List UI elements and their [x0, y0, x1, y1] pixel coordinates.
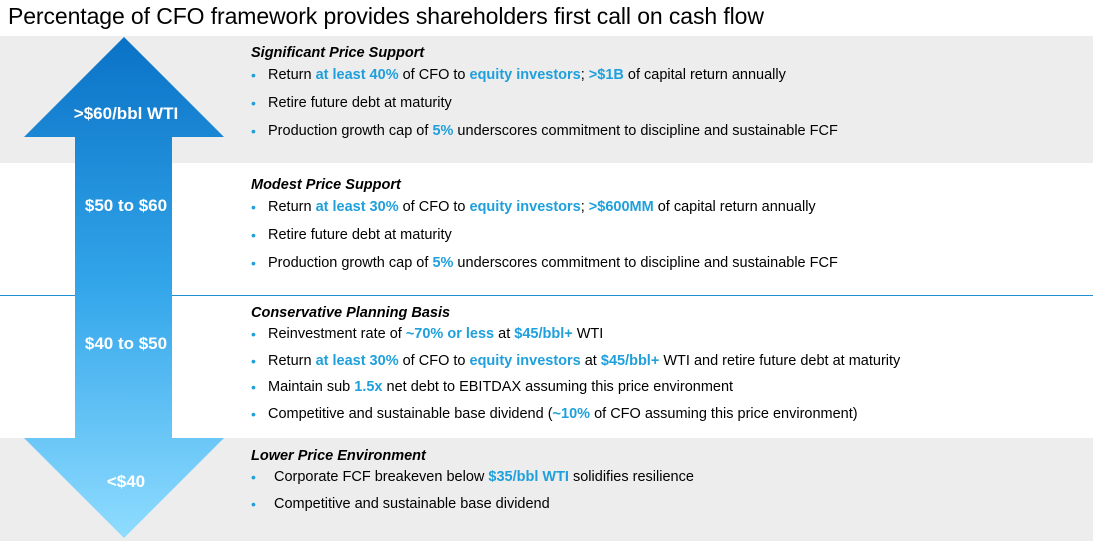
- bullet-text: Competitive and sustainable base dividen…: [268, 405, 553, 422]
- bullet-item: • Reinvestment rate of ~70% or less at $4…: [251, 321, 900, 348]
- page-title: Percentage of CFO framework provides sha…: [8, 3, 764, 29]
- bullet-item: • Competitive and sustainable base divide…: [251, 401, 900, 428]
- tier-band-conservative: [0, 296, 1093, 438]
- highlight-text: >$600MM: [588, 199, 654, 215]
- bullet-item: • Maintain sub 1.5x net debt to EBITDAX a…: [251, 374, 900, 401]
- bullet-item: • Return at least 30% of CFO to equity in…: [251, 348, 900, 375]
- bullet-text: WTI and retire future debt at maturity: [659, 352, 901, 369]
- bullet-item: • Competitive and sustainable base divide…: [251, 491, 694, 518]
- bullet-text: net debt to EBITDAX assuming this price …: [382, 379, 734, 395]
- bullet-text: Reinvestment rate of: [268, 326, 406, 342]
- highlight-text: ~70% or less: [405, 326, 495, 342]
- bullet-dot-icon: •: [251, 123, 256, 139]
- bullet-text: Return: [268, 67, 316, 83]
- highlight-text: >$1B: [588, 67, 624, 83]
- bullet-text: solidifies resilience: [568, 469, 694, 485]
- highlight-text: $45/bbl+: [514, 326, 573, 342]
- bullet-dot-icon: •: [251, 95, 256, 111]
- bullet-text: of capital return annually: [623, 67, 786, 83]
- tier-section-lower: Lower Price Environment • Corporate FCF b…: [251, 448, 694, 518]
- highlight-text: $35/bbl WTI: [488, 469, 569, 485]
- bullet-dot-icon: •: [251, 67, 256, 83]
- tier-section-significant: Significant Price Support • Return at lea…: [251, 45, 838, 145]
- bullet-dot-icon: •: [251, 199, 256, 215]
- bullet-list: • Return at least 30% of CFO to equity in…: [251, 193, 838, 277]
- tier-price-label: $40 to $50: [84, 334, 168, 353]
- tier-section-conservative: Conservative Planning Basis • Reinvestmen…: [251, 305, 900, 427]
- bullet-text: of CFO assuming this price environment): [590, 405, 858, 422]
- bullet-text: Retire future debt at maturity: [268, 95, 452, 111]
- bullet-text: Production growth cap of: [268, 123, 433, 139]
- bullet-item: • Production growth cap of 5% underscores…: [251, 249, 838, 277]
- bullet-text: Competitive and sustainable base dividen…: [274, 496, 550, 512]
- highlight-text: equity investors: [469, 352, 581, 369]
- highlight-text: at least 30%: [315, 199, 399, 215]
- bullet-dot-icon: •: [251, 227, 256, 243]
- bullet-dot-icon: •: [251, 326, 256, 342]
- bullet-dot-icon: •: [251, 469, 256, 485]
- highlight-text: 5%: [432, 255, 454, 271]
- bullet-text: ;: [580, 67, 589, 83]
- section-heading: Conservative Planning Basis: [251, 305, 451, 321]
- bullet-item: • Retire future debt at maturity: [251, 221, 838, 249]
- highlight-text: $45/bbl+: [600, 352, 660, 369]
- bullet-text: Maintain sub: [268, 379, 355, 395]
- bullet-text: ;: [580, 199, 589, 215]
- highlight-text: ~10%: [552, 405, 591, 422]
- section-heading: Modest Price Support: [251, 177, 401, 193]
- tier-band-modest: [0, 163, 1093, 296]
- highlight-text: 5%: [432, 123, 454, 139]
- bullet-text: Production growth cap of: [268, 255, 433, 271]
- bullet-list: • Corporate FCF breakeven below $35/bbl W…: [251, 464, 694, 518]
- tier-section-modest: Modest Price Support • Return at least 30…: [251, 177, 838, 277]
- bullet-dot-icon: •: [251, 496, 256, 512]
- bullet-item: • Retire future debt at maturity: [251, 89, 838, 117]
- tier-price-label: $50 to $60: [84, 196, 168, 215]
- bullet-text: underscores commitment to discipline and…: [453, 123, 838, 139]
- bullet-item: • Return at least 40% of CFO to equity in…: [251, 61, 838, 89]
- bullet-text: Return: [268, 199, 316, 215]
- tier-price-label: <$40: [106, 472, 146, 491]
- bullet-text: Return: [268, 352, 316, 369]
- bullet-dot-icon: •: [251, 255, 256, 271]
- bullet-dot-icon: •: [251, 405, 256, 422]
- tier-price-label: >$60/bbl WTI: [73, 104, 179, 123]
- bullet-text: at: [580, 352, 601, 369]
- bullet-text: underscores commitment to discipline and…: [453, 255, 838, 271]
- bullet-item: • Production growth cap of 5% underscores…: [251, 117, 838, 145]
- highlight-text: equity investors: [469, 199, 581, 215]
- highlight-text: at least 30%: [315, 352, 399, 369]
- price-double-arrow-icon: [24, 37, 224, 538]
- bullet-text: of CFO to: [398, 67, 470, 83]
- section-heading: Significant Price Support: [251, 45, 425, 61]
- highlight-text: 1.5x: [354, 379, 383, 395]
- bullet-text: of CFO to: [398, 199, 470, 215]
- bullet-text: WTI: [572, 326, 604, 342]
- bullet-dot-icon: •: [251, 352, 256, 369]
- bullet-text: Corporate FCF breakeven below: [274, 469, 489, 485]
- bullet-item: • Return at least 30% of CFO to equity in…: [251, 193, 838, 221]
- bullet-text: of capital return annually: [653, 199, 816, 215]
- bullet-text: at: [494, 326, 515, 342]
- section-heading: Lower Price Environment: [251, 448, 426, 464]
- highlight-text: at least 40%: [315, 67, 399, 83]
- bullet-text: Retire future debt at maturity: [268, 227, 452, 243]
- bullet-list: • Return at least 40% of CFO to equity in…: [251, 61, 838, 145]
- highlight-text: equity investors: [469, 67, 581, 83]
- section-divider: [0, 295, 1093, 296]
- bullet-list: • Reinvestment rate of ~70% or less at $4…: [251, 321, 900, 427]
- bullet-text: of CFO to: [398, 352, 470, 369]
- bullet-dot-icon: •: [251, 379, 256, 395]
- bullet-item: • Corporate FCF breakeven below $35/bbl W…: [251, 464, 694, 491]
